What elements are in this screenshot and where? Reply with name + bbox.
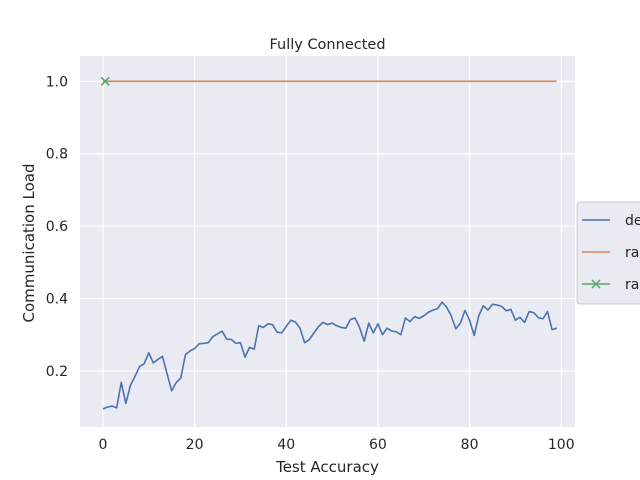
x-tick-label: 20 (186, 437, 204, 453)
x-tick-label: 0 (98, 437, 107, 453)
series-2-point (100, 76, 110, 86)
y-axis-title: Communication Load (20, 164, 38, 323)
y-tick-label: 0.8 (46, 147, 68, 163)
series-0-line (102, 301, 557, 410)
x-tick-label: 40 (277, 437, 295, 453)
legend-marker (591, 279, 601, 289)
y-tick-label: 0.2 (46, 364, 68, 380)
legend-label: ra (625, 277, 639, 293)
x-tick-label: 80 (461, 437, 479, 453)
y-tick-label: 0.4 (46, 292, 68, 308)
x-tick-label: 60 (369, 437, 387, 453)
legend: de ra ra (576, 201, 640, 305)
y-tick-label: 1.0 (46, 74, 68, 90)
plot-area (80, 56, 575, 427)
legend-box (576, 201, 640, 305)
y-tick-label: 0.6 (46, 219, 68, 235)
legend-label: ra (625, 245, 639, 261)
tick-labels: 0 20 40 60 80 100 0.2 0.4 0.6 0.8 1.0 (46, 74, 575, 453)
series-layer (100, 76, 557, 410)
legend-label: de (625, 213, 640, 229)
x-tick-label: 100 (548, 437, 575, 453)
chart-title: Fully Connected (269, 37, 385, 53)
x-axis-title: Test Accuracy (275, 458, 379, 476)
